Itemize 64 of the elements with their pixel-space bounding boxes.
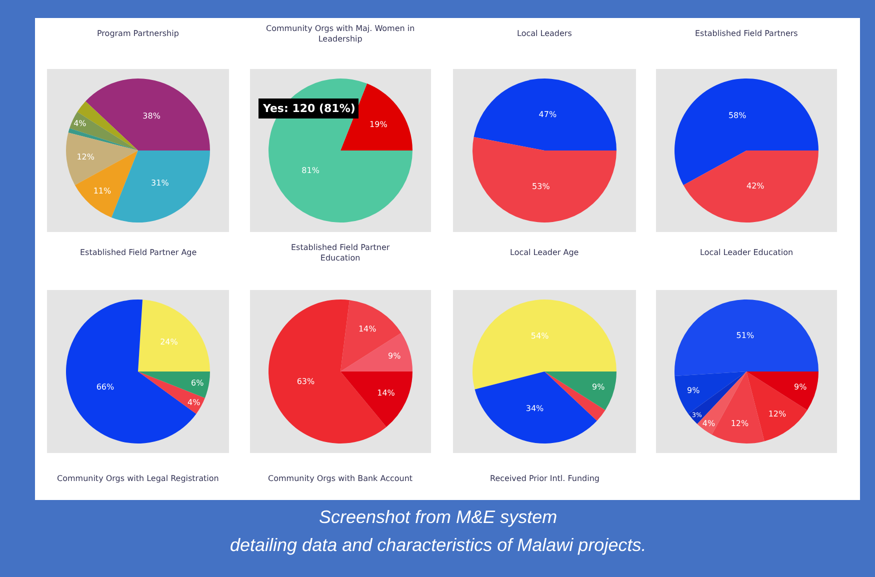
pie-slice	[138, 372, 205, 414]
pie-slice	[340, 332, 412, 372]
data-label: 53%	[532, 182, 550, 191]
data-label: 47%	[538, 110, 557, 120]
data-label: 19%	[370, 120, 388, 130]
chart-title: Established Field Partner Education	[291, 243, 390, 262]
pie-slice	[472, 300, 616, 390]
data-label: 4%	[702, 418, 716, 428]
pie-slice	[746, 372, 808, 442]
data-label: 58%	[728, 111, 747, 120]
data-label: 42%	[746, 181, 765, 190]
chart-title: Established Field Partner Age	[80, 248, 197, 257]
pie-slice	[674, 372, 746, 414]
pie-slice	[544, 372, 616, 410]
data-label: 12%	[730, 419, 749, 428]
data-label: 9%	[794, 382, 808, 392]
chart-title: Local Leaders	[517, 29, 572, 38]
data-label: 24%	[160, 338, 178, 347]
data-label: 66%	[96, 382, 115, 392]
data-label: 14%	[358, 324, 377, 334]
pie-slice	[340, 300, 402, 372]
pie-slice	[674, 300, 818, 376]
pie-slice	[70, 112, 138, 150]
data-label: 54%	[530, 331, 550, 340]
pie-slice	[340, 372, 412, 427]
text: Screenshot from M&E system	[319, 507, 558, 527]
data-label: 14%	[377, 388, 396, 398]
data-label: 4%	[74, 118, 87, 128]
data-label: 81%	[302, 166, 320, 176]
data-label: 12%	[768, 410, 787, 419]
pie-slice	[138, 300, 210, 372]
chart-title: Community Orgs with Maj. Women in Leadership	[266, 24, 415, 44]
data-label: 9%	[592, 382, 606, 392]
pie-slice	[111, 150, 210, 222]
text: Community Orgs with Legal Registration	[57, 474, 219, 483]
pie-slice	[544, 372, 606, 421]
pie-slice	[138, 372, 210, 398]
chart-title: Local Leader Age	[510, 248, 579, 257]
chart-title: Local Leader Education	[700, 248, 794, 257]
pie-slice	[683, 150, 818, 222]
data-label: 9%	[388, 351, 402, 360]
chart-title: Established Field Partners	[695, 29, 798, 38]
data-label: 6%	[191, 378, 204, 388]
pie-slice	[474, 78, 616, 150]
pie-slice	[472, 137, 616, 222]
data-label: 34%	[526, 404, 544, 414]
data-label: 51%	[736, 331, 754, 340]
data-label: 4%	[188, 398, 201, 407]
text: detailing data and characteristics of Malawi projects.	[230, 535, 646, 555]
data-label: 31%	[151, 178, 170, 188]
pie-slice	[68, 128, 138, 150]
text: Yes: 120 (81%)	[262, 102, 356, 115]
text: Received Prior Intl. Funding	[490, 474, 600, 483]
data-label: 38%	[142, 111, 161, 120]
pie-slice	[86, 78, 210, 150]
chart-title: Program Partnership	[97, 29, 179, 38]
data-label: 11%	[93, 186, 112, 196]
text: Community Orgs with Bank Account	[268, 474, 413, 483]
pie-slice	[746, 372, 818, 410]
data-label: 63%	[296, 377, 316, 386]
pie-slice	[66, 132, 138, 186]
data-label: 9%	[686, 386, 700, 396]
data-label: 12%	[76, 152, 95, 162]
pie-slice	[74, 150, 138, 218]
